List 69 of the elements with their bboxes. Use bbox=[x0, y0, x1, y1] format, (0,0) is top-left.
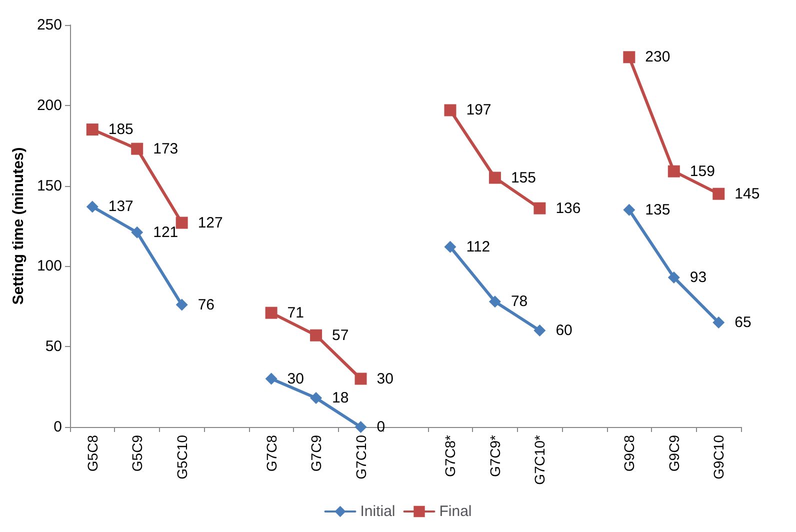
y-axis-title: Setting time (minutes) bbox=[10, 147, 28, 305]
data-label: 137 bbox=[108, 198, 134, 216]
data-label: 121 bbox=[153, 224, 178, 241]
point bbox=[354, 372, 367, 385]
point bbox=[444, 240, 456, 253]
data-label: 197 bbox=[466, 102, 492, 119]
y-tick-label: 250 bbox=[36, 16, 62, 34]
x-tick-label: G7C8* bbox=[442, 434, 458, 478]
data-label: 93 bbox=[690, 268, 707, 286]
point bbox=[86, 124, 98, 136]
point bbox=[488, 296, 501, 308]
x-tick-label: G5C10 bbox=[174, 434, 190, 480]
data-label: 112 bbox=[466, 238, 490, 256]
point bbox=[444, 104, 456, 116]
point bbox=[310, 329, 322, 342]
x-tick-label: G7C8 bbox=[263, 434, 280, 472]
point bbox=[712, 188, 725, 200]
point bbox=[668, 165, 680, 178]
data-label: 159 bbox=[690, 162, 715, 180]
point bbox=[488, 172, 501, 184]
data-label: 0 bbox=[376, 418, 386, 436]
data-label: 155 bbox=[510, 169, 536, 186]
legend-label: Initial bbox=[360, 503, 396, 520]
point bbox=[265, 306, 278, 319]
data-label: 30 bbox=[376, 370, 394, 388]
data-label: 145 bbox=[734, 185, 760, 202]
point bbox=[534, 202, 546, 214]
y-tick-label: 50 bbox=[45, 338, 62, 356]
data-label: 185 bbox=[108, 121, 134, 138]
x-tick-label: G5C9 bbox=[129, 434, 146, 472]
point bbox=[176, 298, 188, 311]
x-tick-label: G9C10 bbox=[710, 434, 727, 480]
y-tick-label: 100 bbox=[36, 258, 62, 275]
data-label: 127 bbox=[198, 214, 223, 232]
data-label: 71 bbox=[287, 304, 304, 322]
data-label: 18 bbox=[332, 390, 349, 407]
point bbox=[623, 51, 636, 64]
data-label: 173 bbox=[153, 140, 178, 158]
data-label: 230 bbox=[645, 48, 670, 66]
y-tick-label: 200 bbox=[36, 96, 62, 114]
x-tick-label: G9C8 bbox=[621, 434, 638, 472]
data-label: 135 bbox=[645, 201, 670, 218]
data-label: 76 bbox=[198, 296, 215, 314]
point bbox=[265, 372, 278, 385]
x-tick-label: G7C10 bbox=[352, 434, 369, 480]
point bbox=[623, 204, 636, 216]
x-tick-label: G7C9* bbox=[486, 434, 503, 478]
data-label: 30 bbox=[287, 370, 304, 388]
y-tick-label: 150 bbox=[36, 177, 62, 194]
point bbox=[310, 392, 322, 404]
data-label: 60 bbox=[556, 322, 572, 340]
point bbox=[176, 216, 188, 229]
point bbox=[131, 226, 144, 238]
x-tick-label: G7C9 bbox=[308, 434, 324, 472]
x-tick-label: G5C8 bbox=[84, 434, 100, 472]
data-label: 57 bbox=[332, 326, 349, 344]
x-tick-label: G7C10* bbox=[532, 434, 548, 485]
y-tick-label: 0 bbox=[54, 418, 62, 436]
data-label: 78 bbox=[510, 293, 528, 310]
point bbox=[534, 324, 546, 337]
point bbox=[712, 316, 725, 328]
legend-label: Final bbox=[439, 503, 472, 520]
point bbox=[131, 142, 144, 155]
point bbox=[86, 200, 98, 213]
data-label: 65 bbox=[734, 314, 752, 331]
data-label: 136 bbox=[556, 200, 581, 217]
point bbox=[668, 271, 680, 284]
point bbox=[354, 421, 367, 433]
x-tick-label: G9C9 bbox=[666, 434, 682, 472]
